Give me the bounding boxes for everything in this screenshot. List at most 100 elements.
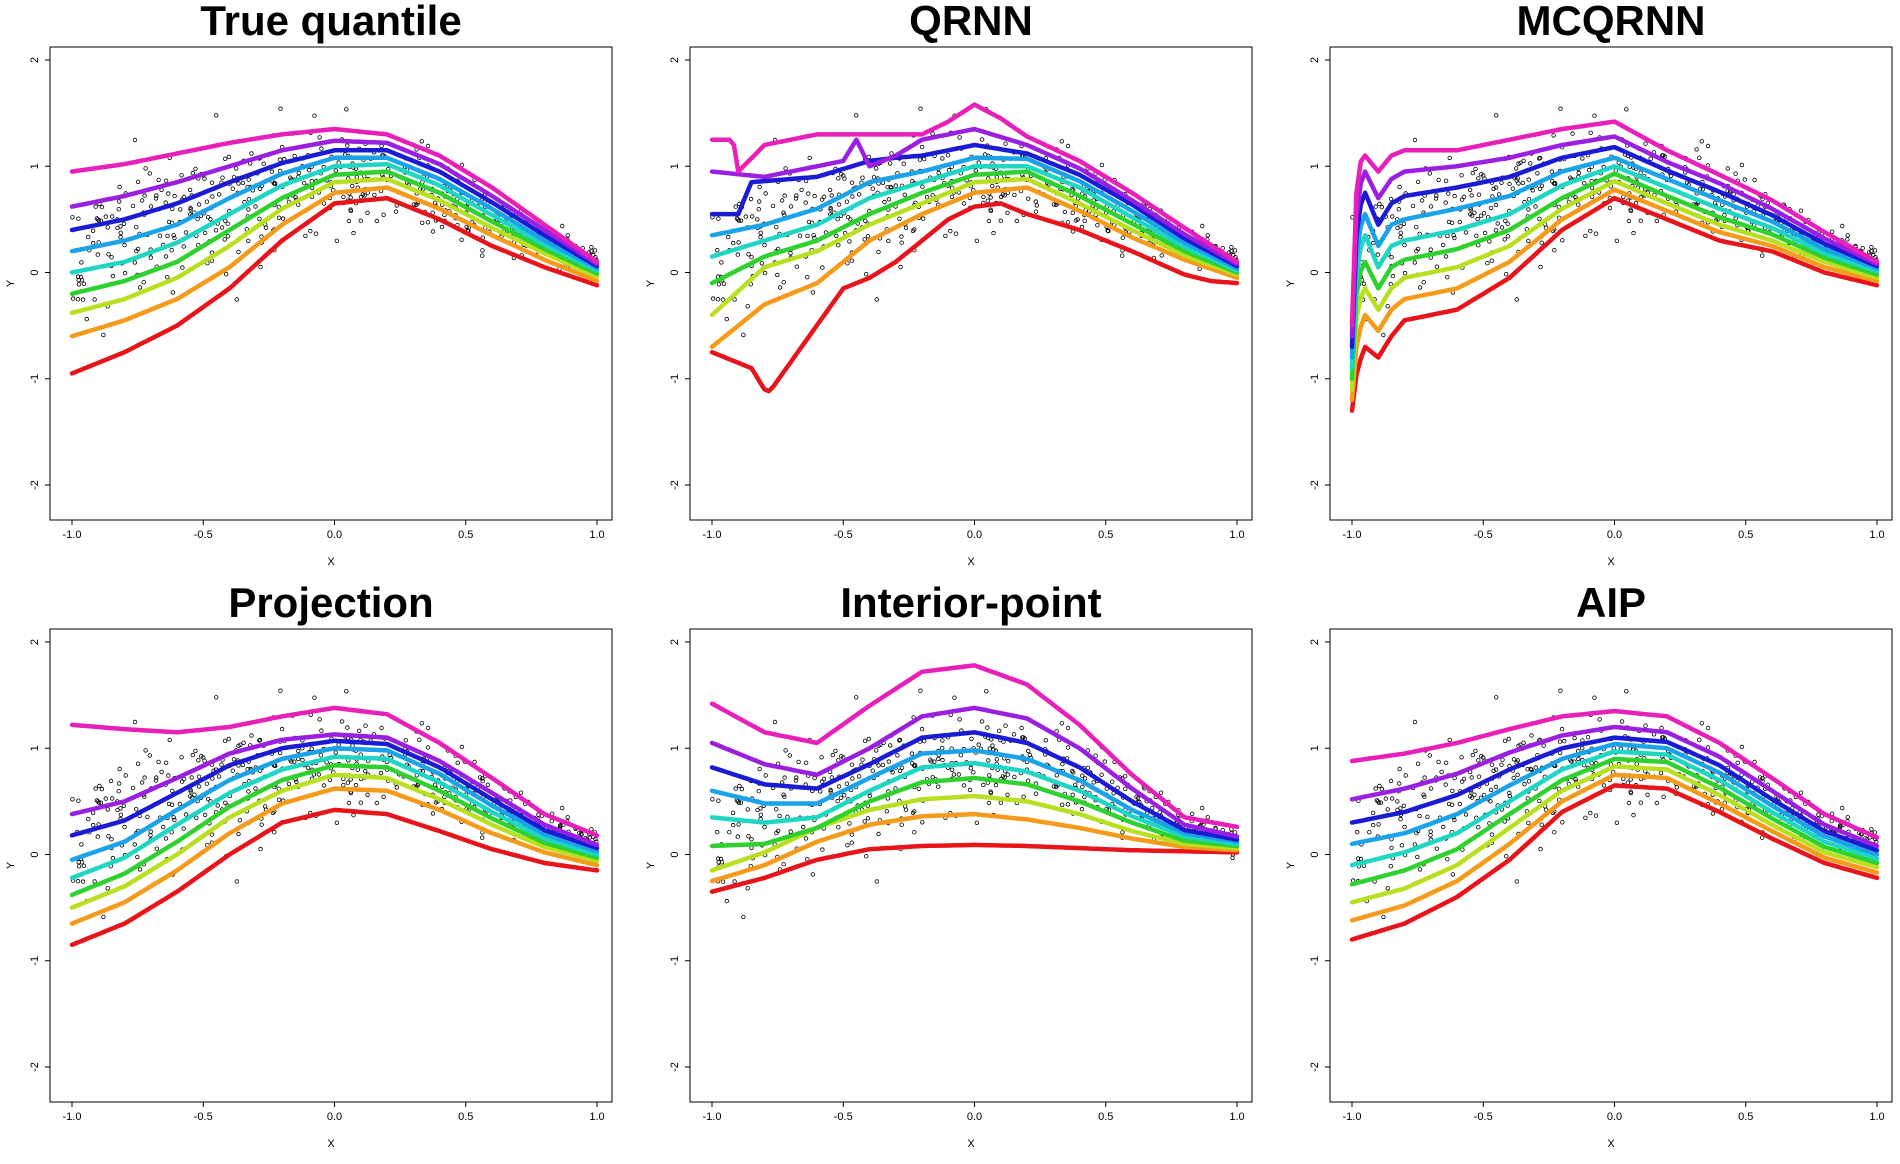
data-point xyxy=(105,225,110,230)
data-point xyxy=(350,183,355,189)
y-tick-label: -2 xyxy=(29,480,41,490)
data-point xyxy=(1588,228,1593,234)
data-point xyxy=(292,153,297,159)
data-point xyxy=(194,815,199,820)
data-point xyxy=(1760,253,1765,258)
data-point xyxy=(917,157,923,162)
x-tick-label: -0.5 xyxy=(834,529,853,541)
data-point xyxy=(425,745,431,750)
data-point xyxy=(1493,695,1499,700)
data-point xyxy=(79,278,85,283)
data-point xyxy=(745,807,750,812)
data-point xyxy=(1502,738,1508,743)
data-point xyxy=(1558,106,1563,111)
data-point xyxy=(1377,201,1382,207)
data-point xyxy=(1065,745,1071,750)
data-point xyxy=(882,199,887,205)
data-point xyxy=(819,779,825,784)
data-point xyxy=(92,879,97,884)
data-point xyxy=(922,156,927,162)
data-point xyxy=(899,765,905,770)
data-point xyxy=(794,264,800,269)
data-point xyxy=(945,152,951,158)
data-point xyxy=(80,879,86,884)
data-point xyxy=(1229,245,1234,250)
data-point xyxy=(1537,155,1543,161)
data-point xyxy=(1385,304,1390,309)
data-point xyxy=(1381,332,1386,338)
data-point xyxy=(1539,822,1544,827)
data-point xyxy=(1427,171,1432,176)
y-tick-label: 0 xyxy=(669,851,681,857)
data-point xyxy=(154,193,159,198)
data-point xyxy=(1388,282,1393,287)
data-point xyxy=(1447,155,1452,161)
data-point xyxy=(1474,233,1479,238)
data-point xyxy=(363,723,368,728)
data-point xyxy=(226,154,232,160)
data-point xyxy=(1005,210,1010,215)
data-point xyxy=(794,193,799,198)
data-point xyxy=(101,914,106,920)
data-point xyxy=(1412,260,1417,265)
data-point xyxy=(139,780,145,785)
y-tick-label: 1 xyxy=(1309,163,1321,169)
data-point xyxy=(1439,769,1444,775)
data-point xyxy=(216,774,222,779)
data-point xyxy=(351,812,356,818)
data-point xyxy=(313,231,319,236)
data-point xyxy=(819,197,825,202)
data-point xyxy=(172,235,177,241)
data-point xyxy=(163,200,168,205)
data-point xyxy=(715,856,721,861)
data-point xyxy=(1389,255,1394,260)
data-point xyxy=(558,823,563,828)
data-point xyxy=(159,769,164,775)
y-tick-label: -2 xyxy=(669,480,681,490)
data-point xyxy=(1395,799,1400,804)
data-point xyxy=(781,210,786,215)
data-point xyxy=(1634,761,1639,767)
data-point xyxy=(1445,275,1450,280)
data-point xyxy=(459,744,465,750)
data-point xyxy=(97,783,102,789)
data-point xyxy=(204,781,210,786)
data-point xyxy=(895,753,900,758)
data-point xyxy=(288,175,293,180)
data-point xyxy=(278,688,283,693)
data-point xyxy=(1539,240,1544,245)
data-point xyxy=(1558,688,1563,693)
data-point xyxy=(1421,792,1426,797)
data-point xyxy=(949,767,955,772)
data-point xyxy=(730,822,736,828)
data-point xyxy=(196,784,202,789)
data-point xyxy=(1398,806,1403,811)
x-tick-label: 1.0 xyxy=(589,529,604,541)
data-point xyxy=(153,778,159,783)
y-axis-label: Y xyxy=(5,861,17,869)
data-point xyxy=(179,173,184,178)
data-point xyxy=(1535,171,1540,176)
data-point xyxy=(308,228,313,234)
data-point xyxy=(779,198,785,203)
data-point xyxy=(560,223,565,229)
data-point xyxy=(257,738,262,743)
data-point xyxy=(1495,221,1500,226)
data-point xyxy=(226,736,232,742)
x-tick-label: -0.5 xyxy=(1474,529,1493,541)
data-point xyxy=(836,784,842,789)
data-point xyxy=(775,272,780,278)
data-point xyxy=(1580,745,1585,751)
data-point xyxy=(1538,846,1543,852)
data-point xyxy=(1445,233,1450,239)
data-point xyxy=(94,798,100,803)
data-point xyxy=(1000,192,1006,197)
data-point xyxy=(1507,793,1512,799)
data-point xyxy=(122,242,127,248)
quantile-curve xyxy=(69,746,600,863)
data-point xyxy=(80,297,86,302)
quantile-curve xyxy=(69,732,600,848)
data-point xyxy=(204,199,210,204)
data-point xyxy=(1499,225,1505,230)
data-point xyxy=(772,719,778,725)
